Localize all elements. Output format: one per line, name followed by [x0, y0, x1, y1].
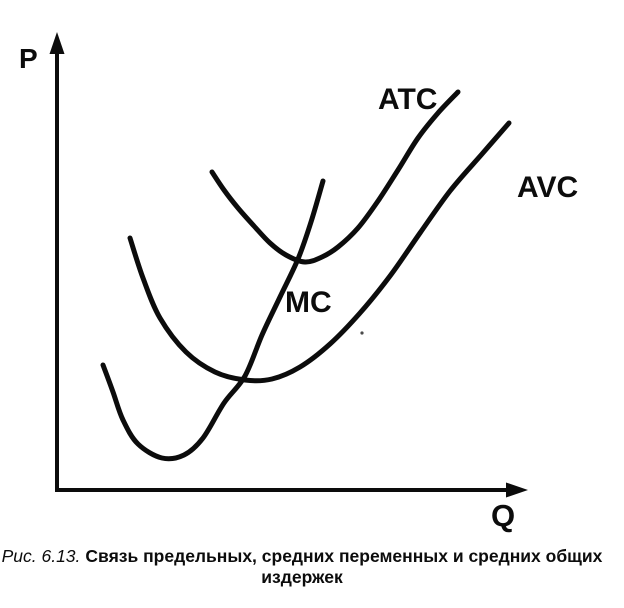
curve-atc	[209, 89, 461, 265]
scan-speck	[360, 331, 364, 335]
caption-title-line1: Связь предельных, средних переменных и с…	[85, 546, 603, 566]
x-axis-label: Q	[491, 498, 515, 533]
caption-line-1: Рис. 6.13. Связь предельных, средних пере…	[0, 546, 604, 567]
caption-figure-number: Рис. 6.13.	[1, 546, 81, 566]
label-avc: AVC	[517, 171, 578, 204]
y-axis-label: P	[19, 43, 38, 74]
cost-curves-diagram: P Q ATC AVC MC	[19, 32, 578, 533]
y-axis-arrowhead-icon	[49, 32, 65, 54]
figure-caption: Рис. 6.13. Связь предельных, средних пере…	[0, 546, 604, 588]
curve-mc	[100, 178, 326, 462]
caption-title-line2: издержек	[261, 567, 343, 587]
curve-avc	[127, 120, 512, 384]
label-atc: ATC	[378, 83, 437, 116]
label-mc: MC	[285, 286, 332, 319]
x-axis-arrowhead-icon	[506, 482, 528, 498]
